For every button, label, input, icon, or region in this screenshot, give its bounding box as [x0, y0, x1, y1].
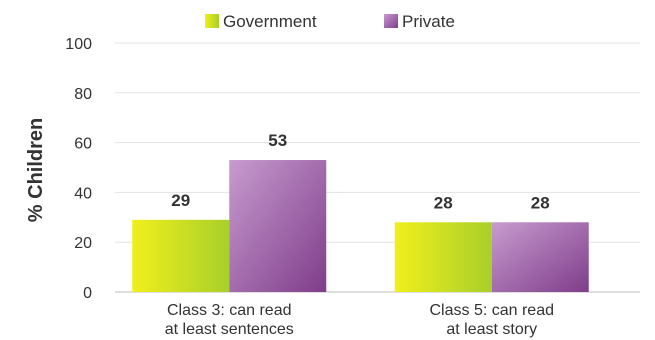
y-axis-ticks: 0 20 40 60 80 100 [65, 36, 92, 302]
category-label-0-line-1: at least sentences [165, 321, 294, 338]
y-tick-label-60: 60 [74, 136, 92, 153]
bar-private-0 [229, 160, 327, 292]
y-tick-label-20: 20 [74, 235, 92, 252]
y-tick-label-100: 100 [65, 36, 92, 53]
data-labels: 29 53 28 28 [171, 131, 549, 212]
y-tick-label-80: 80 [74, 86, 92, 103]
category-label-0-line-0: Class 3: can read [167, 302, 292, 319]
legend-label-private: Private [402, 12, 455, 31]
legend: Government Private [205, 12, 455, 31]
data-label-private-0: 53 [268, 131, 287, 150]
data-label-private-1: 28 [531, 193, 550, 212]
data-label-government-1: 28 [434, 193, 453, 212]
legend-swatch-government [205, 14, 219, 28]
y-tick-label-0: 0 [83, 285, 92, 302]
bars [132, 160, 589, 292]
y-tick-label-40: 40 [74, 185, 92, 202]
legend-swatch-private [384, 14, 398, 28]
data-label-government-0: 29 [171, 191, 190, 210]
bar-government-0 [132, 219, 230, 292]
y-axis-title: % Children [25, 118, 47, 222]
bar-government-1 [394, 222, 492, 292]
bar-private-1 [491, 222, 589, 292]
category-labels: Class 3: can read at least sentences Class… [165, 302, 554, 338]
legend-label-government: Government [223, 12, 317, 31]
category-label-1-line-0: Class 5: can read [429, 302, 554, 319]
category-label-1-line-1: at least story [446, 321, 537, 338]
